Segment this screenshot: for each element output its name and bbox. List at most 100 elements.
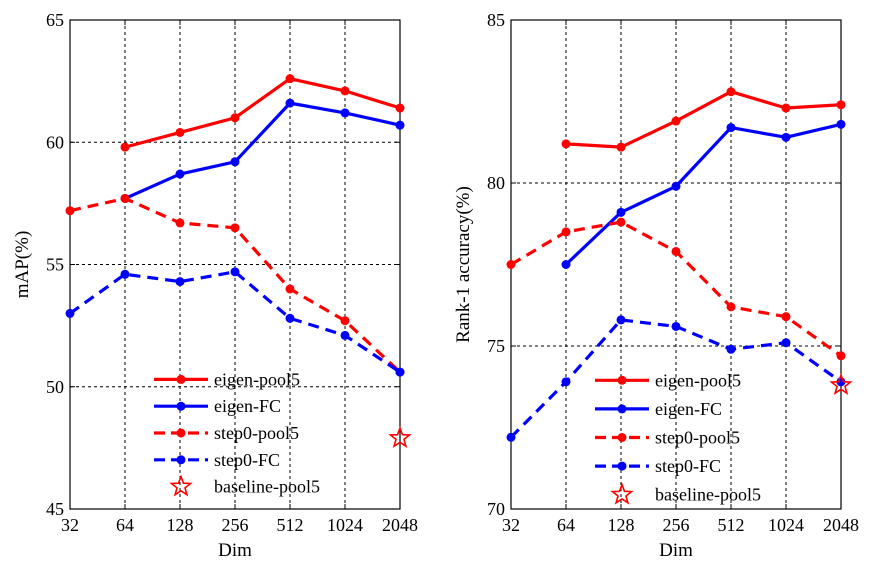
series-line bbox=[124, 101, 401, 200]
data-point bbox=[340, 86, 350, 96]
data-point bbox=[285, 74, 295, 84]
data-point bbox=[506, 260, 516, 269]
x-tick-label: 2048 bbox=[382, 515, 418, 535]
legend-marker bbox=[176, 428, 186, 438]
data-point bbox=[616, 217, 626, 227]
data-point bbox=[561, 377, 571, 387]
y-axis-label: Rank-1 accuracy(%) bbox=[453, 186, 474, 343]
baseline-marker bbox=[388, 425, 412, 449]
data-point bbox=[726, 87, 736, 97]
legend-star-icon bbox=[169, 474, 193, 497]
x-tick-label: 512 bbox=[277, 515, 304, 535]
series-eigen-FC bbox=[120, 98, 405, 203]
data-point bbox=[671, 181, 681, 191]
series-step0-pool5 bbox=[506, 217, 846, 361]
data-point bbox=[616, 315, 626, 325]
legend-label: step0-FC bbox=[214, 450, 280, 470]
data-point bbox=[65, 308, 75, 318]
y-tick-label: 85 bbox=[487, 10, 505, 30]
series-step0-FC bbox=[65, 267, 405, 377]
data-point bbox=[285, 98, 295, 108]
x-tick-label: 1024 bbox=[327, 515, 363, 535]
data-point bbox=[726, 344, 736, 354]
legend-marker bbox=[176, 401, 186, 411]
y-axis-label: mAP(%) bbox=[12, 231, 33, 299]
x-tick-label: 128 bbox=[608, 515, 635, 535]
data-point bbox=[175, 127, 185, 137]
x-tick-label: 32 bbox=[61, 515, 79, 535]
data-point bbox=[175, 169, 185, 179]
x-tick-label: 256 bbox=[222, 515, 249, 535]
y-tick-label: 80 bbox=[487, 173, 505, 193]
data-point bbox=[230, 267, 240, 277]
baseline-marker bbox=[829, 372, 853, 396]
x-tick-label: 1024 bbox=[768, 515, 804, 535]
data-point bbox=[671, 321, 681, 331]
x-tick-label: 64 bbox=[116, 515, 134, 535]
data-point bbox=[175, 277, 185, 287]
legend: eigen-pool5 eigen-FC step0-pool5 step0-FC ba… bbox=[595, 370, 761, 505]
data-point bbox=[340, 316, 350, 326]
legend-label: step0-pool5 bbox=[214, 423, 299, 443]
data-point bbox=[120, 142, 130, 152]
data-point bbox=[781, 132, 791, 142]
data-point bbox=[836, 351, 846, 361]
series-eigen-FC bbox=[561, 119, 846, 269]
x-tick-label: 2048 bbox=[823, 515, 859, 535]
y-tick-label: 50 bbox=[46, 377, 64, 397]
data-point bbox=[230, 113, 240, 123]
data-point bbox=[781, 103, 791, 113]
x-tick-label: 128 bbox=[167, 515, 194, 535]
data-point bbox=[395, 367, 405, 377]
chart-2: 32 64 128 256 512 1024 2048 70 75 80 85 Dim Rank-1 a… bbox=[453, 10, 859, 561]
x-axis-label: Dim bbox=[218, 540, 252, 561]
data-point bbox=[561, 227, 571, 237]
data-point bbox=[561, 139, 571, 149]
x-tick-label: 64 bbox=[557, 515, 575, 535]
data-point bbox=[340, 108, 350, 118]
data-point bbox=[671, 116, 681, 126]
series-line bbox=[564, 122, 842, 266]
data-point bbox=[836, 119, 846, 129]
data-point bbox=[395, 103, 405, 113]
data-point bbox=[616, 142, 626, 152]
data-point bbox=[726, 302, 736, 312]
chart-1: 32 64 128 256 512 1024 2048 45 50 55 60 65 Dim mAP(%)… bbox=[12, 10, 418, 561]
data-point bbox=[836, 100, 846, 110]
x-tick-label: 512 bbox=[718, 515, 745, 535]
legend-label: eigen-FC bbox=[655, 399, 722, 419]
data-point bbox=[285, 284, 295, 294]
data-point bbox=[395, 120, 405, 130]
x-axis-label: Dim bbox=[659, 540, 693, 561]
y-tick-label: 60 bbox=[46, 132, 64, 152]
x-tick-label: 256 bbox=[663, 515, 690, 535]
legend-label: step0-pool5 bbox=[655, 428, 740, 448]
data-point bbox=[230, 157, 240, 167]
legend-label: baseline-pool5 bbox=[214, 477, 320, 497]
legend-label: step0-FC bbox=[655, 456, 721, 476]
legend-marker bbox=[617, 375, 627, 385]
y-tick-label: 45 bbox=[46, 499, 64, 519]
data-point bbox=[561, 260, 571, 269]
data-point bbox=[781, 338, 791, 348]
legend-marker bbox=[176, 374, 186, 384]
data-point bbox=[781, 312, 791, 322]
legend-label: eigen-FC bbox=[214, 396, 281, 416]
data-point bbox=[120, 269, 130, 279]
y-tick-label: 70 bbox=[487, 499, 505, 519]
data-point bbox=[726, 123, 736, 133]
data-point bbox=[230, 223, 240, 233]
y-tick-label: 75 bbox=[487, 336, 505, 356]
legend-marker bbox=[617, 404, 627, 414]
data-point bbox=[285, 313, 295, 323]
legend-marker bbox=[176, 455, 186, 465]
series-eigen-pool5 bbox=[120, 74, 405, 152]
data-point bbox=[65, 206, 75, 216]
y-tick-label: 65 bbox=[46, 10, 64, 30]
data-point bbox=[616, 207, 626, 217]
series-eigen-pool5 bbox=[561, 87, 846, 152]
legend-label: baseline-pool5 bbox=[655, 485, 761, 505]
x-tick-label: 32 bbox=[502, 515, 520, 535]
data-point bbox=[120, 193, 130, 203]
